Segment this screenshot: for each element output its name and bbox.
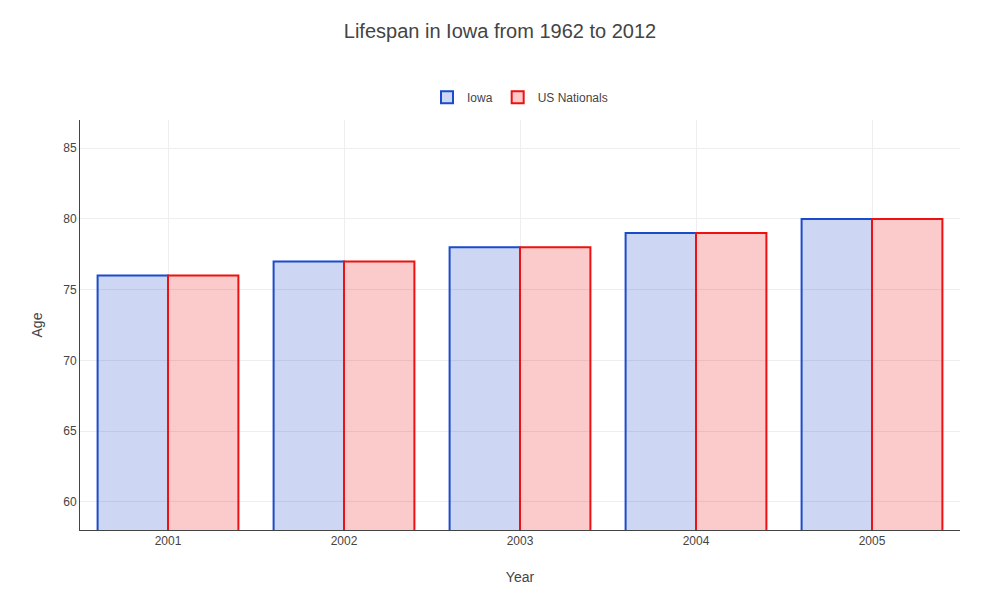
svg-text:2002: 2002 (331, 534, 358, 548)
svg-text:Age: Age (29, 312, 45, 337)
svg-text:2005: 2005 (859, 534, 886, 548)
svg-text:Year: Year (506, 569, 535, 585)
svg-text:75: 75 (63, 283, 77, 297)
svg-text:2004: 2004 (683, 534, 710, 548)
svg-text:US Nationals: US Nationals (538, 91, 608, 105)
svg-text:70: 70 (63, 354, 77, 368)
svg-text:Iowa: Iowa (467, 91, 493, 105)
svg-text:2001: 2001 (155, 534, 182, 548)
svg-text:85: 85 (63, 141, 77, 155)
svg-text:60: 60 (63, 495, 77, 509)
svg-text:Lifespan in Iowa from 1962 to: Lifespan in Iowa from 1962 to 2012 (344, 20, 656, 42)
svg-text:65: 65 (63, 424, 77, 438)
svg-text:2003: 2003 (507, 534, 534, 548)
svg-text:80: 80 (63, 212, 77, 226)
